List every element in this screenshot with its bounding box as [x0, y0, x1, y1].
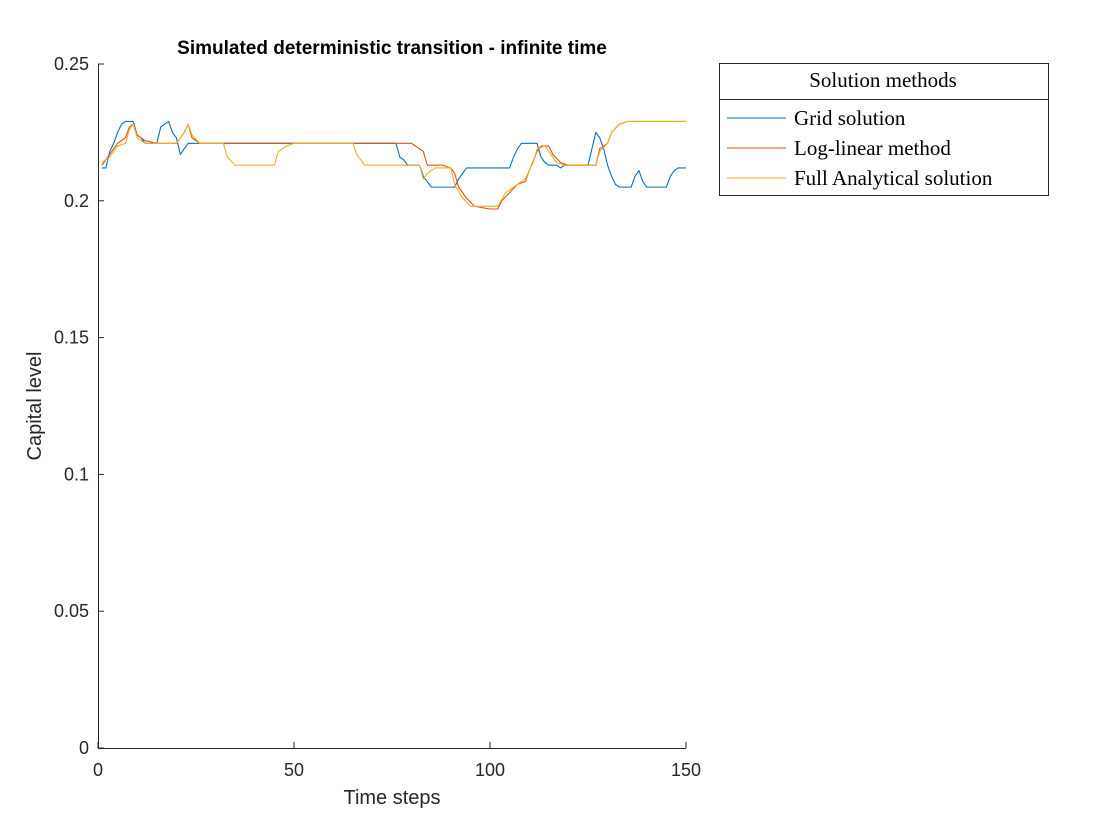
y-tick-label: 0.25 [54, 54, 89, 74]
legend-box [719, 63, 1049, 196]
x-tick-label: 100 [475, 760, 505, 780]
series-line-1 [101, 120, 686, 188]
legend: Solution methods Grid solution Log-linear… [719, 63, 1049, 196]
legend-entries: Grid solution Log-linear method Full Analy… [727, 106, 993, 190]
chart-title: Simulated deterministic transition - inf… [177, 38, 607, 59]
legend-title: Solution methods [809, 68, 957, 92]
x-tick-label: 50 [284, 760, 304, 780]
series-line-3 [101, 120, 686, 207]
x-tick-label: 150 [671, 760, 701, 780]
legend-entry-label: Log-linear method [794, 136, 951, 160]
legend-entry-label: Grid solution [794, 106, 906, 130]
x-axis-title: Time steps [343, 787, 440, 809]
y-tick-label: 0.2 [64, 191, 89, 211]
legend-entry-label: Full Analytical solution [794, 166, 993, 190]
y-tick-label: 0.15 [54, 328, 89, 348]
y-axis-title: Capital level [24, 352, 46, 461]
y-tick-label: 0.05 [54, 601, 89, 621]
x-tick-label: 0 [93, 760, 103, 780]
y-tick-label: 0 [79, 738, 89, 758]
plot-background [98, 64, 686, 748]
y-tick-label: 0.1 [64, 464, 89, 484]
axes: 0 50 100 150 0 0.05 0.1 0.15 0.2 0.25 [54, 54, 701, 780]
series-layer [101, 120, 686, 210]
plot-area: 0 50 100 150 0 0.05 0.1 0.15 0.2 0.25 [54, 54, 701, 780]
